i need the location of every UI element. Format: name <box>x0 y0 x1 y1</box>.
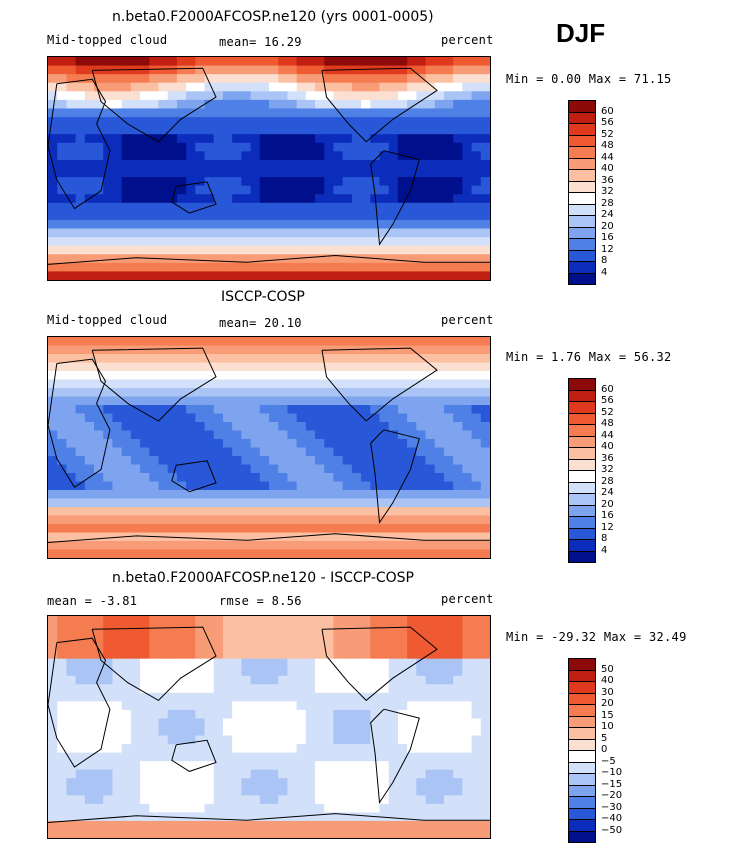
panel-1-map-field <box>48 57 490 280</box>
panel-3-mean-label: mean = -3.81 <box>47 594 138 608</box>
panel-2-mean-label: mean= 20.10 <box>219 316 302 330</box>
panel-2-variable-label: Mid-topped cloud <box>47 313 168 327</box>
colorbar-tick-label: −15 <box>601 778 623 790</box>
colorbar-tick-label: 4 <box>601 266 608 278</box>
colorbar-tick-label: 50 <box>601 663 614 675</box>
colorbar-tick-label: 28 <box>601 475 614 487</box>
colorbar-tick-label: 40 <box>601 675 614 686</box>
colorbar-tick-label: 24 <box>601 487 614 498</box>
colorbar-tick-label: 32 <box>601 464 614 475</box>
colorbar-tick-label: 12 <box>601 521 614 533</box>
colorbar-tick-label: 52 <box>601 406 614 418</box>
colorbar-tick-label: 52 <box>601 128 614 140</box>
colorbar-tick-label: 8 <box>601 533 608 544</box>
colorbar-tick-label: 60 <box>601 383 614 395</box>
panel-1-title: n.beta0.F2000AFCOSP.ne120 (yrs 0001-0005… <box>112 9 434 25</box>
colorbar-tick-label: 12 <box>601 243 614 255</box>
panel-2-map-field <box>48 337 490 558</box>
panel-3-rmse-label: rmse = 8.56 <box>219 594 302 608</box>
colorbar-tick-label: 0 <box>601 744 608 755</box>
colorbar-tick-label: 36 <box>601 174 614 186</box>
colorbar-tick-label: 24 <box>601 209 614 220</box>
colorbar-tick-label: −50 <box>601 824 623 836</box>
colorbar-tick-label: −20 <box>601 790 623 801</box>
panel-1-minmax: Min = 0.00 Max = 71.15 <box>506 72 672 86</box>
colorbar-tick-label: −30 <box>601 801 623 813</box>
colorbar-tick-label: −5 <box>601 755 616 767</box>
panel-3-map-field <box>48 616 490 838</box>
season-label: DJF <box>556 18 606 48</box>
colorbar-tick-label: 5 <box>601 732 608 744</box>
panel-3-map <box>47 615 491 839</box>
colorbar-tick-label: 20 <box>601 498 614 510</box>
panel-2-units-label: percent <box>441 313 494 327</box>
panel-2-map <box>47 336 491 559</box>
colorbar-level-box <box>568 550 596 563</box>
colorbar-tick-label: 44 <box>601 429 614 441</box>
panel-3-minmax: Min = -29.32 Max = 32.49 <box>506 630 687 644</box>
colorbar-tick-label: 16 <box>601 232 614 243</box>
colorbar-tick-label: 30 <box>601 686 614 698</box>
colorbar-tick-label: 15 <box>601 709 614 721</box>
colorbar-tick-label: 56 <box>601 395 614 406</box>
colorbar-tick-label: 44 <box>601 151 614 163</box>
panel-1-variable-label: Mid-topped cloud <box>47 33 168 47</box>
colorbar-tick-label: −40 <box>601 813 623 824</box>
colorbar-tick-label: 8 <box>601 255 608 266</box>
colorbar-tick-label: −10 <box>601 767 623 778</box>
panel-2-title: ISCCP-COSP <box>221 289 305 305</box>
colorbar-level-box <box>568 272 596 285</box>
panel-3-title: n.beta0.F2000AFCOSP.ne120 - ISCCP-COSP <box>112 570 414 586</box>
panel-1-mean-label: mean= 16.29 <box>219 35 302 49</box>
colorbar-level-box <box>568 830 596 843</box>
panel-2-minmax: Min = 1.76 Max = 56.32 <box>506 350 672 364</box>
panel-1-units-label: percent <box>441 33 494 47</box>
colorbar-tick-label: 48 <box>601 140 614 151</box>
colorbar-tick-label: 28 <box>601 197 614 209</box>
colorbar-tick-label: 40 <box>601 163 614 174</box>
colorbar-tick-label: 10 <box>601 721 614 732</box>
colorbar-tick-label: 60 <box>601 105 614 117</box>
colorbar-tick-label: 40 <box>601 441 614 452</box>
colorbar-tick-label: 16 <box>601 510 614 521</box>
colorbar-tick-label: 32 <box>601 186 614 197</box>
colorbar-tick-label: 56 <box>601 117 614 128</box>
colorbar-tick-label: 48 <box>601 418 614 429</box>
colorbar-tick-label: 4 <box>601 544 608 556</box>
colorbar-tick-label: 20 <box>601 220 614 232</box>
panel-1-map <box>47 56 491 281</box>
panel-3-units-label: percent <box>441 592 494 606</box>
colorbar-tick-label: 20 <box>601 698 614 709</box>
colorbar-tick-label: 36 <box>601 452 614 464</box>
